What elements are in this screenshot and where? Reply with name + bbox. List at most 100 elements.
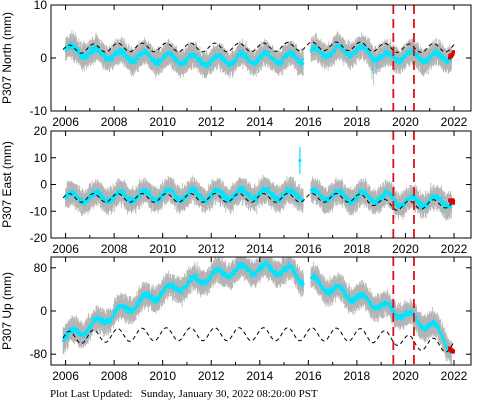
data-point xyxy=(194,188,197,190)
data-point xyxy=(71,44,74,47)
data-point xyxy=(417,55,420,58)
data-point xyxy=(279,64,282,67)
data-point xyxy=(73,191,76,194)
data-point xyxy=(408,53,411,56)
data-point xyxy=(430,56,433,59)
data-point xyxy=(147,192,150,195)
data-point xyxy=(327,55,330,58)
data-point xyxy=(116,51,119,54)
data-point xyxy=(116,53,119,56)
data-point xyxy=(299,60,301,63)
data-point xyxy=(364,49,367,52)
data-point xyxy=(449,58,452,61)
data-point xyxy=(439,55,442,58)
data-point xyxy=(99,51,102,54)
data-point xyxy=(237,53,240,56)
data-point xyxy=(177,61,179,64)
data-point xyxy=(289,49,292,52)
data-point xyxy=(132,201,135,204)
data-point xyxy=(121,190,124,193)
data-point xyxy=(160,199,163,202)
data-point xyxy=(221,196,224,199)
data-point xyxy=(264,52,267,55)
data-point xyxy=(170,189,173,192)
data-point xyxy=(134,61,137,64)
data-point xyxy=(156,59,159,62)
data-point xyxy=(205,65,208,68)
data-point xyxy=(241,49,244,52)
data-point xyxy=(439,51,441,54)
data-point xyxy=(330,55,332,58)
data-point xyxy=(400,61,403,64)
data-point xyxy=(194,192,197,195)
data-point xyxy=(135,58,138,61)
data-point xyxy=(67,195,70,198)
data-point xyxy=(167,190,170,193)
data-point xyxy=(139,51,142,54)
data-point xyxy=(122,49,125,52)
data-point xyxy=(155,200,158,202)
data-point xyxy=(196,56,199,59)
data-point xyxy=(99,53,102,56)
data-point xyxy=(439,53,442,56)
data-point xyxy=(265,50,268,52)
data-point xyxy=(199,58,202,61)
data-point xyxy=(344,49,347,52)
data-point xyxy=(404,56,407,59)
data-point xyxy=(149,192,151,195)
data-point xyxy=(222,193,225,196)
data-point xyxy=(112,54,115,57)
data-point xyxy=(234,61,237,64)
data-point xyxy=(95,193,98,196)
data-point xyxy=(173,194,176,197)
recent-point xyxy=(452,51,455,54)
data-point xyxy=(361,43,364,46)
data-point xyxy=(80,197,83,200)
data-point xyxy=(229,200,232,203)
data-point xyxy=(100,197,103,200)
data-point xyxy=(65,48,68,50)
data-point xyxy=(440,54,443,57)
data-point xyxy=(233,196,236,199)
data-point xyxy=(420,59,423,62)
data-point xyxy=(108,201,111,204)
data-point xyxy=(127,197,130,200)
data-point xyxy=(127,200,130,203)
data-point xyxy=(179,201,182,204)
data-point xyxy=(123,190,126,193)
data-point xyxy=(177,196,180,199)
data-point xyxy=(278,62,281,65)
x-tick-label: 2006 xyxy=(52,115,79,129)
data-point xyxy=(174,193,177,196)
data-point xyxy=(209,194,211,197)
data-point xyxy=(100,50,103,53)
data-point xyxy=(253,64,256,67)
data-point xyxy=(76,50,79,53)
data-point xyxy=(223,192,226,195)
data-point xyxy=(429,54,432,57)
data-point xyxy=(262,53,265,56)
data-point xyxy=(150,197,153,200)
data-point xyxy=(143,187,146,190)
data-point xyxy=(175,56,178,59)
data-point xyxy=(204,64,207,67)
data-point xyxy=(189,53,192,56)
data-point xyxy=(365,47,368,50)
data-point xyxy=(193,56,196,59)
data-point xyxy=(411,47,414,50)
data-point xyxy=(221,192,224,195)
data-point xyxy=(276,60,279,63)
data-point xyxy=(193,186,195,189)
data-point xyxy=(370,68,373,71)
data-point xyxy=(275,59,278,62)
data-point xyxy=(385,49,388,52)
data-point xyxy=(174,60,177,63)
data-point xyxy=(136,194,139,197)
data-point xyxy=(280,58,283,61)
data-point xyxy=(103,55,105,58)
data-point xyxy=(443,56,446,59)
data-point xyxy=(217,188,220,190)
data-point xyxy=(170,51,173,54)
data-point xyxy=(75,193,77,196)
data-point xyxy=(222,190,225,193)
